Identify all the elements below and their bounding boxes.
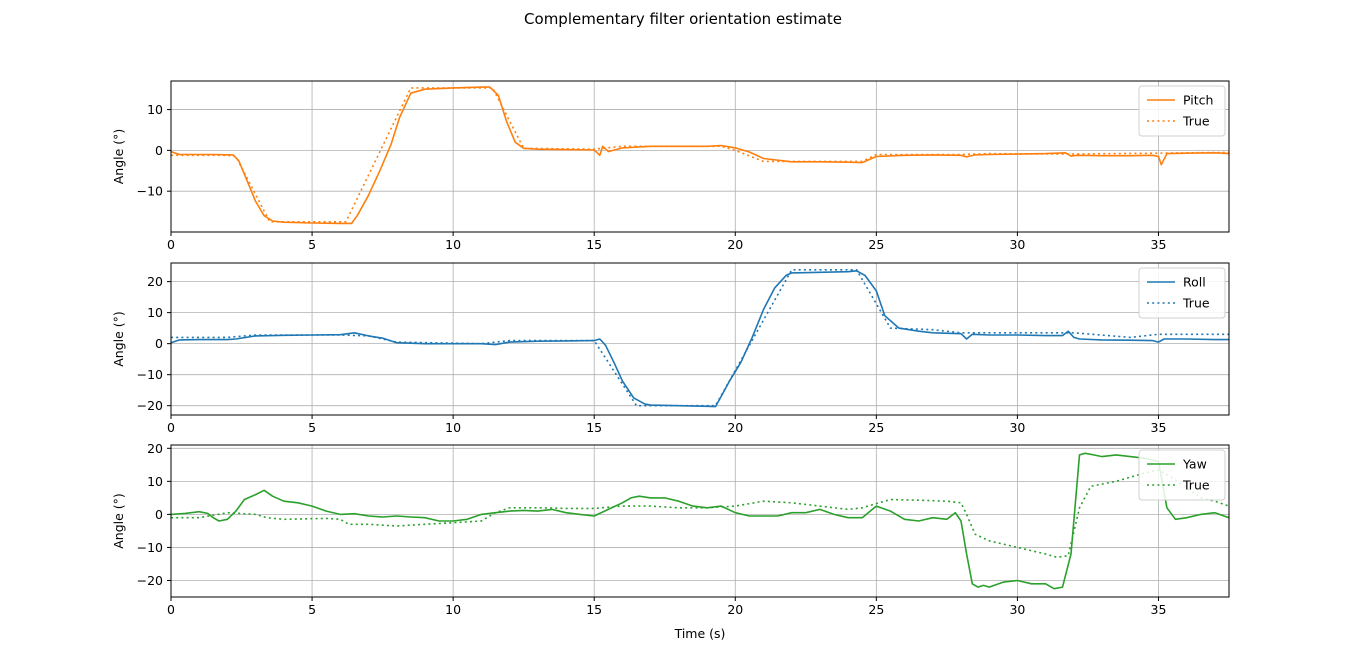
x-tick-label: 25 [868,602,884,617]
legend-label-true: True [1182,478,1210,493]
series-line-true [171,468,1229,559]
axes-frame [170,262,1230,416]
subplot-3: 0 5 10 15 20 25 30 35 −20 −10 0 10 20 Angle (°) Yaw Tru… [111,441,1230,617]
y-tick-label: −10 [137,367,163,382]
legend: Pitch True [1138,85,1226,137]
x-tick-label: 35 [1151,420,1167,435]
x-tick-label: 20 [727,237,743,252]
x-tick-label: 20 [727,602,743,617]
x-tick-label: 35 [1151,602,1167,617]
x-tick-label: 0 [167,420,175,435]
legend-label-true: True [1182,114,1210,129]
x-tick-label: 15 [586,420,602,435]
subplot-1: 0 5 10 15 20 25 30 35 −10 0 10 Angle (°) Pitch True [111,80,1230,252]
x-tick-label: 5 [308,420,316,435]
y-tick-label: 10 [147,102,163,117]
y-tick-label: 20 [147,441,163,456]
x-tick-label: 5 [308,602,316,617]
legend-label-pitch: Pitch [1183,93,1213,108]
legend-label-yaw: Yaw [1182,457,1207,472]
y-tick-label: 10 [147,305,163,320]
x-tick-label: 15 [586,602,602,617]
y-tick-label: −10 [137,540,163,555]
x-tick-label: 5 [308,237,316,252]
y-tick-label: −20 [137,398,163,413]
legend-box [1138,449,1226,501]
y-tick-label: 0 [155,336,163,351]
legend-label-roll: Roll [1183,275,1206,290]
legend: Roll True [1138,267,1226,319]
legend-box [1138,267,1226,319]
subplot-2: 0 5 10 15 20 25 30 35 −20 −10 0 10 20 Angle (°) Roll Tr… [111,262,1230,435]
figure-title: Complementary filter orientation estimat… [524,10,842,28]
y-axis-label: Angle (°) [111,311,126,367]
axes-frame [170,80,1230,233]
legend-label-true: True [1182,296,1210,311]
x-tick-label: 30 [1009,420,1025,435]
series-line-yaw [171,452,1229,590]
x-tick-label: 10 [445,237,461,252]
y-tick-label: 20 [147,274,163,289]
x-tick-label: 20 [727,420,743,435]
x-tick-label: 35 [1151,237,1167,252]
x-tick-label: 25 [868,237,884,252]
y-tick-label: −20 [137,573,163,588]
y-tick-label: 0 [155,507,163,522]
y-tick-label: 10 [147,474,163,489]
y-tick-label: 0 [155,143,163,158]
x-tick-label: 10 [445,420,461,435]
x-tick-label: 15 [586,237,602,252]
x-tick-label: 30 [1009,602,1025,617]
y-tick-label: −10 [137,184,163,199]
x-tick-label: 30 [1009,237,1025,252]
axes-frame [170,444,1230,598]
x-tick-label: 0 [167,237,175,252]
legend: Yaw True [1138,449,1226,501]
x-tick-label: 0 [167,602,175,617]
x-tick-label: 10 [445,602,461,617]
series-line-roll [171,269,1229,408]
x-tick-label: 25 [868,420,884,435]
series-line-true [171,268,1229,407]
series-line-pitch [171,86,1229,225]
y-axis-label: Angle (°) [111,129,126,185]
legend-box [1138,85,1226,137]
x-axis-label: Time (s) [674,626,726,641]
plots: 0 5 10 15 20 25 30 35 −10 0 10 Angle (°) Pitch True 0 5… [111,80,1230,617]
y-axis-label: Angle (°) [111,493,126,549]
